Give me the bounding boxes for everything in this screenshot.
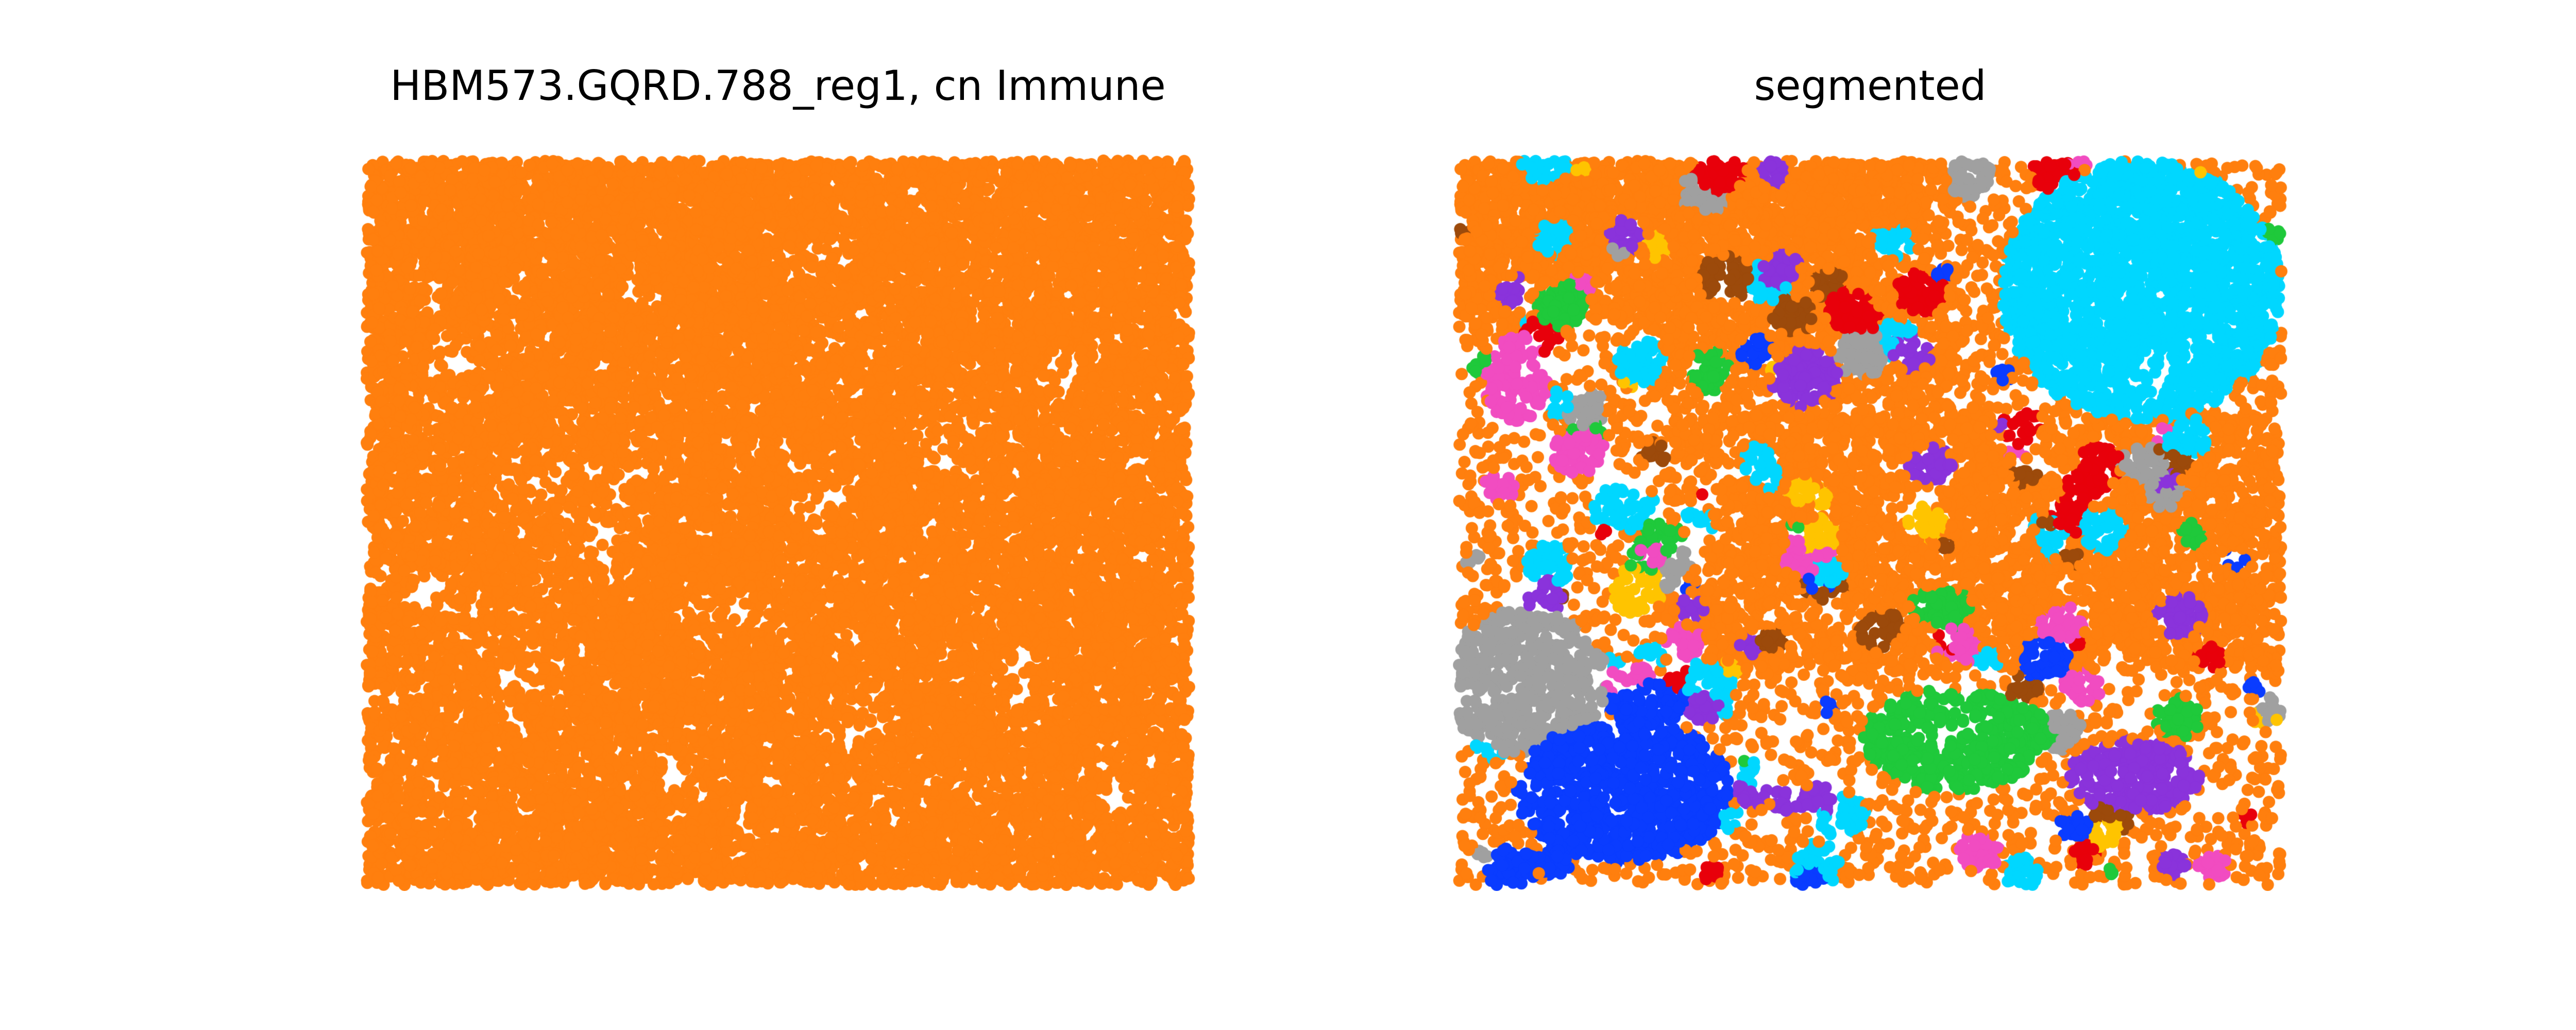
right-panel-title: segmented	[1754, 62, 1987, 110]
right-segmented-scatter-plot	[1453, 154, 2287, 891]
left-scatter-plot	[361, 154, 1195, 891]
left-panel-title: HBM573.GQRD.788_reg1, cn Immune	[390, 62, 1166, 110]
